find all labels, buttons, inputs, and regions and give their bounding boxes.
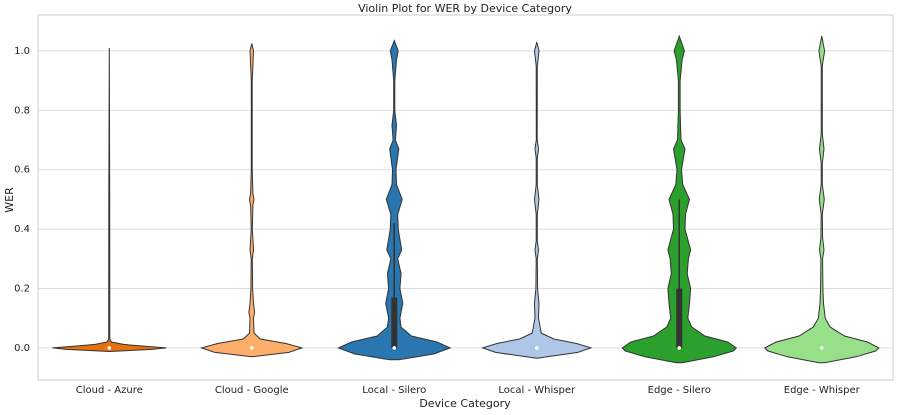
box — [391, 297, 398, 348]
x-tick-label: Cloud - Google — [215, 385, 289, 396]
x-tick-label: Cloud - Azure — [76, 385, 143, 396]
median — [107, 346, 112, 350]
x-tick-label: Edge - Whisper — [784, 385, 861, 396]
plot-area — [37, 14, 894, 381]
box — [676, 288, 683, 348]
y-tick-label: 0.6 — [14, 165, 30, 176]
x-tick-label: Local - Silero — [362, 385, 426, 396]
chart-title: Violin Plot for WER by Device Category — [358, 2, 572, 15]
median — [677, 346, 682, 350]
x-axis-label: Device Category — [419, 397, 511, 410]
violin — [52, 47, 167, 353]
y-tick-label: 0.4 — [14, 224, 30, 235]
violin — [199, 43, 304, 358]
median — [819, 346, 824, 350]
y-axis-label: WER — [3, 187, 16, 213]
x-tick-label: Local - Whisper — [498, 385, 576, 396]
violin — [337, 39, 452, 361]
median — [534, 346, 539, 350]
y-tick-label: 0.8 — [14, 105, 30, 116]
median — [392, 346, 397, 350]
y-tick-label: 0.2 — [14, 284, 30, 295]
violin — [763, 36, 880, 364]
x-tick-label: Edge - Silero — [648, 385, 711, 396]
violin — [480, 41, 593, 359]
median — [249, 346, 254, 350]
y-tick-label: 1.0 — [14, 46, 30, 57]
y-tick-label: 0.0 — [14, 343, 30, 354]
